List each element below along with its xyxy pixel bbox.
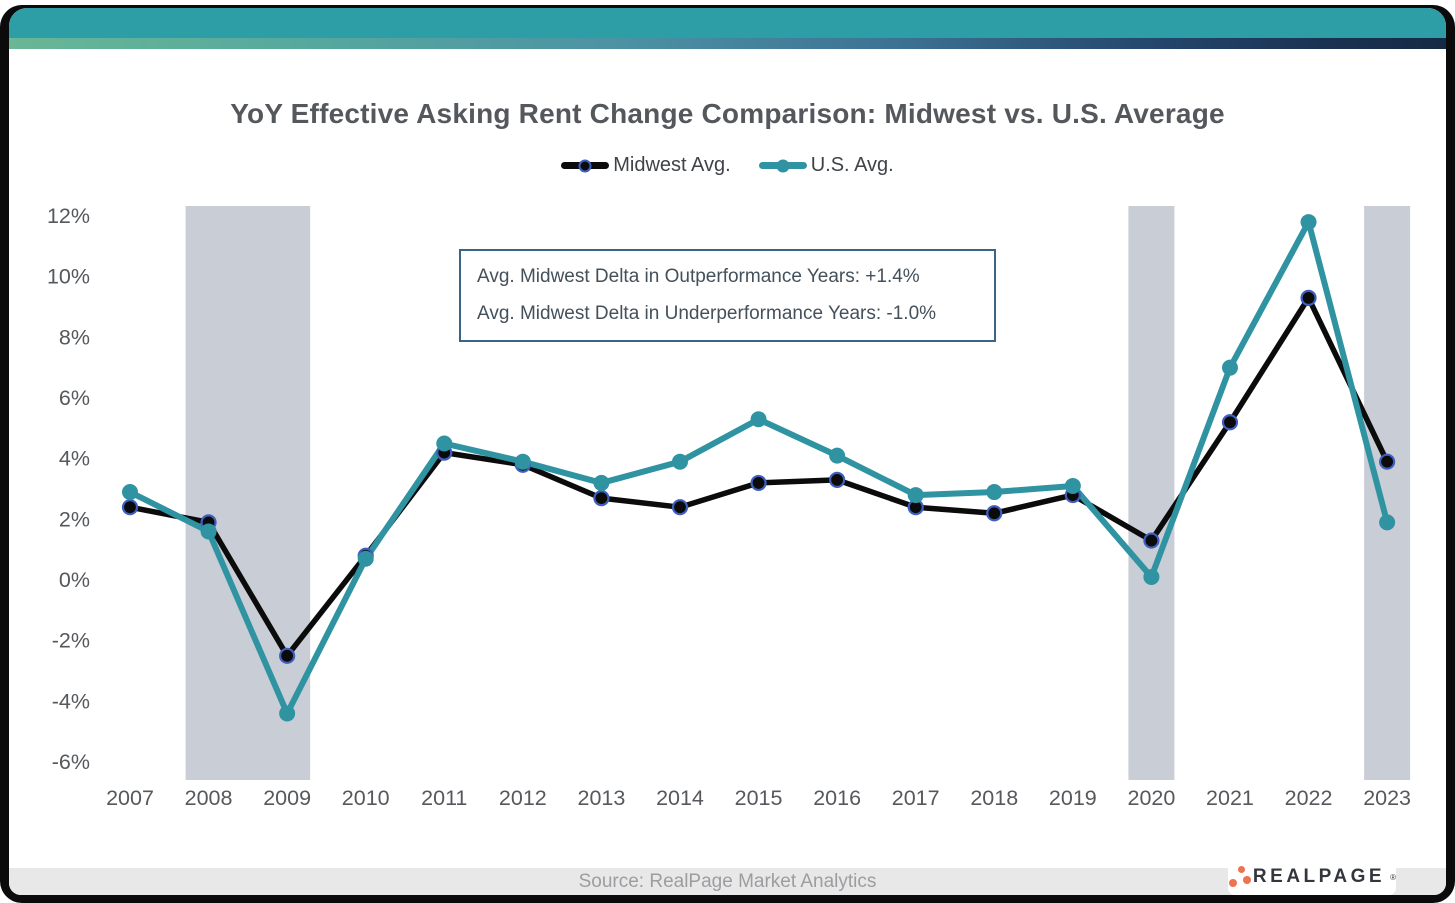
source-band: Source: RealPage Market Analytics — [9, 868, 1446, 895]
svg-text:-6%: -6% — [52, 750, 90, 774]
svg-text:2020: 2020 — [1127, 786, 1175, 810]
svg-text:2016: 2016 — [813, 786, 861, 810]
page-title: YoY Effective Asking Rent Change Compari… — [230, 98, 1225, 129]
delta-annotation-box: Avg. Midwest Delta in Outperformance Yea… — [459, 249, 996, 342]
svg-text:2008: 2008 — [185, 786, 233, 810]
svg-text:4%: 4% — [59, 447, 90, 471]
svg-text:2%: 2% — [59, 507, 90, 531]
svg-text:2019: 2019 — [1049, 786, 1097, 810]
legend-item-midwest: Midwest Avg. — [561, 154, 731, 177]
svg-text:2022: 2022 — [1285, 786, 1333, 810]
svg-text:12%: 12% — [47, 204, 90, 228]
svg-text:2021: 2021 — [1206, 786, 1254, 810]
svg-text:-2%: -2% — [52, 629, 90, 653]
chart-legend: Midwest Avg. U.S. Avg. — [9, 154, 1446, 177]
annotation-underperformance: Avg. Midwest Delta in Underperformance Y… — [477, 303, 937, 324]
header-teal-bar — [9, 8, 1446, 38]
realpage-logo-text: REALPAGE — [1252, 866, 1386, 887]
svg-text:8%: 8% — [59, 325, 90, 349]
svg-text:2015: 2015 — [735, 786, 783, 810]
svg-text:-4%: -4% — [52, 689, 90, 713]
svg-text:2011: 2011 — [421, 786, 467, 810]
annotation-outperformance: Avg. Midwest Delta in Outperformance Yea… — [477, 266, 920, 287]
midwest-line-marker-icon — [561, 159, 610, 172]
svg-text:2018: 2018 — [970, 786, 1018, 810]
svg-text:2023: 2023 — [1363, 786, 1411, 810]
registered-mark-icon: ® — [1390, 872, 1396, 882]
svg-text:0%: 0% — [59, 568, 90, 592]
legend-label-midwest: Midwest Avg. — [613, 154, 731, 176]
us-line-marker-icon — [758, 159, 807, 172]
svg-text:2010: 2010 — [342, 786, 390, 810]
line-chart-canvas: 12% 10% 8% 6% 4% 2% 0% -2% -4% -6% 2007 2008 2009 201… — [47, 204, 1411, 810]
chart-card: YoY Effective Asking Rent Change Compari… — [9, 8, 1446, 895]
svg-text:2017: 2017 — [892, 786, 940, 810]
svg-text:2007: 2007 — [106, 786, 154, 810]
header-gradient-stripe — [9, 38, 1446, 49]
realpage-dots-icon — [1228, 865, 1251, 889]
svg-text:2009: 2009 — [263, 786, 311, 810]
legend-label-us: U.S. Avg. — [810, 154, 894, 176]
realpage-logo: REALPAGE ® — [1228, 859, 1396, 895]
svg-text:2012: 2012 — [499, 786, 547, 810]
svg-text:2013: 2013 — [577, 786, 625, 810]
svg-text:2014: 2014 — [656, 786, 704, 810]
svg-text:10%: 10% — [47, 265, 90, 289]
source-text: Source: RealPage Market Analytics — [578, 871, 877, 892]
svg-text:6%: 6% — [59, 386, 90, 410]
legend-item-us: U.S. Avg. — [758, 154, 894, 177]
